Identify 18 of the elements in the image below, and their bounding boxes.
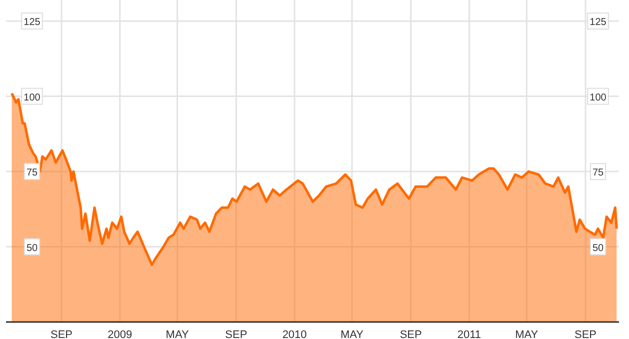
y-tick-label: 50	[26, 242, 38, 254]
x-tick-label: SEP	[225, 328, 248, 339]
y2-tick-label: 125	[590, 17, 607, 28]
y-tick-label: 75	[26, 168, 38, 179]
y2-tick-label: 100	[590, 92, 607, 104]
x-tick-label: SEP	[574, 328, 597, 339]
x-tick-label: MAY	[166, 328, 190, 339]
y-tick-label: 125	[24, 17, 41, 28]
y2-tick-label: 75	[592, 168, 604, 179]
y2-tick-label: 50	[592, 242, 604, 254]
x-tick-label: 2009	[108, 328, 132, 339]
y-tick-label: 100	[24, 92, 41, 104]
x-tick-label: 2011	[457, 328, 482, 339]
x-tick-label: MAY	[515, 328, 539, 339]
x-tick-label: MAY	[340, 328, 364, 339]
x-tick-label: SEP	[50, 328, 73, 339]
x-tick-label: SEP	[400, 328, 422, 339]
x-tick-label: 2010	[282, 328, 307, 339]
